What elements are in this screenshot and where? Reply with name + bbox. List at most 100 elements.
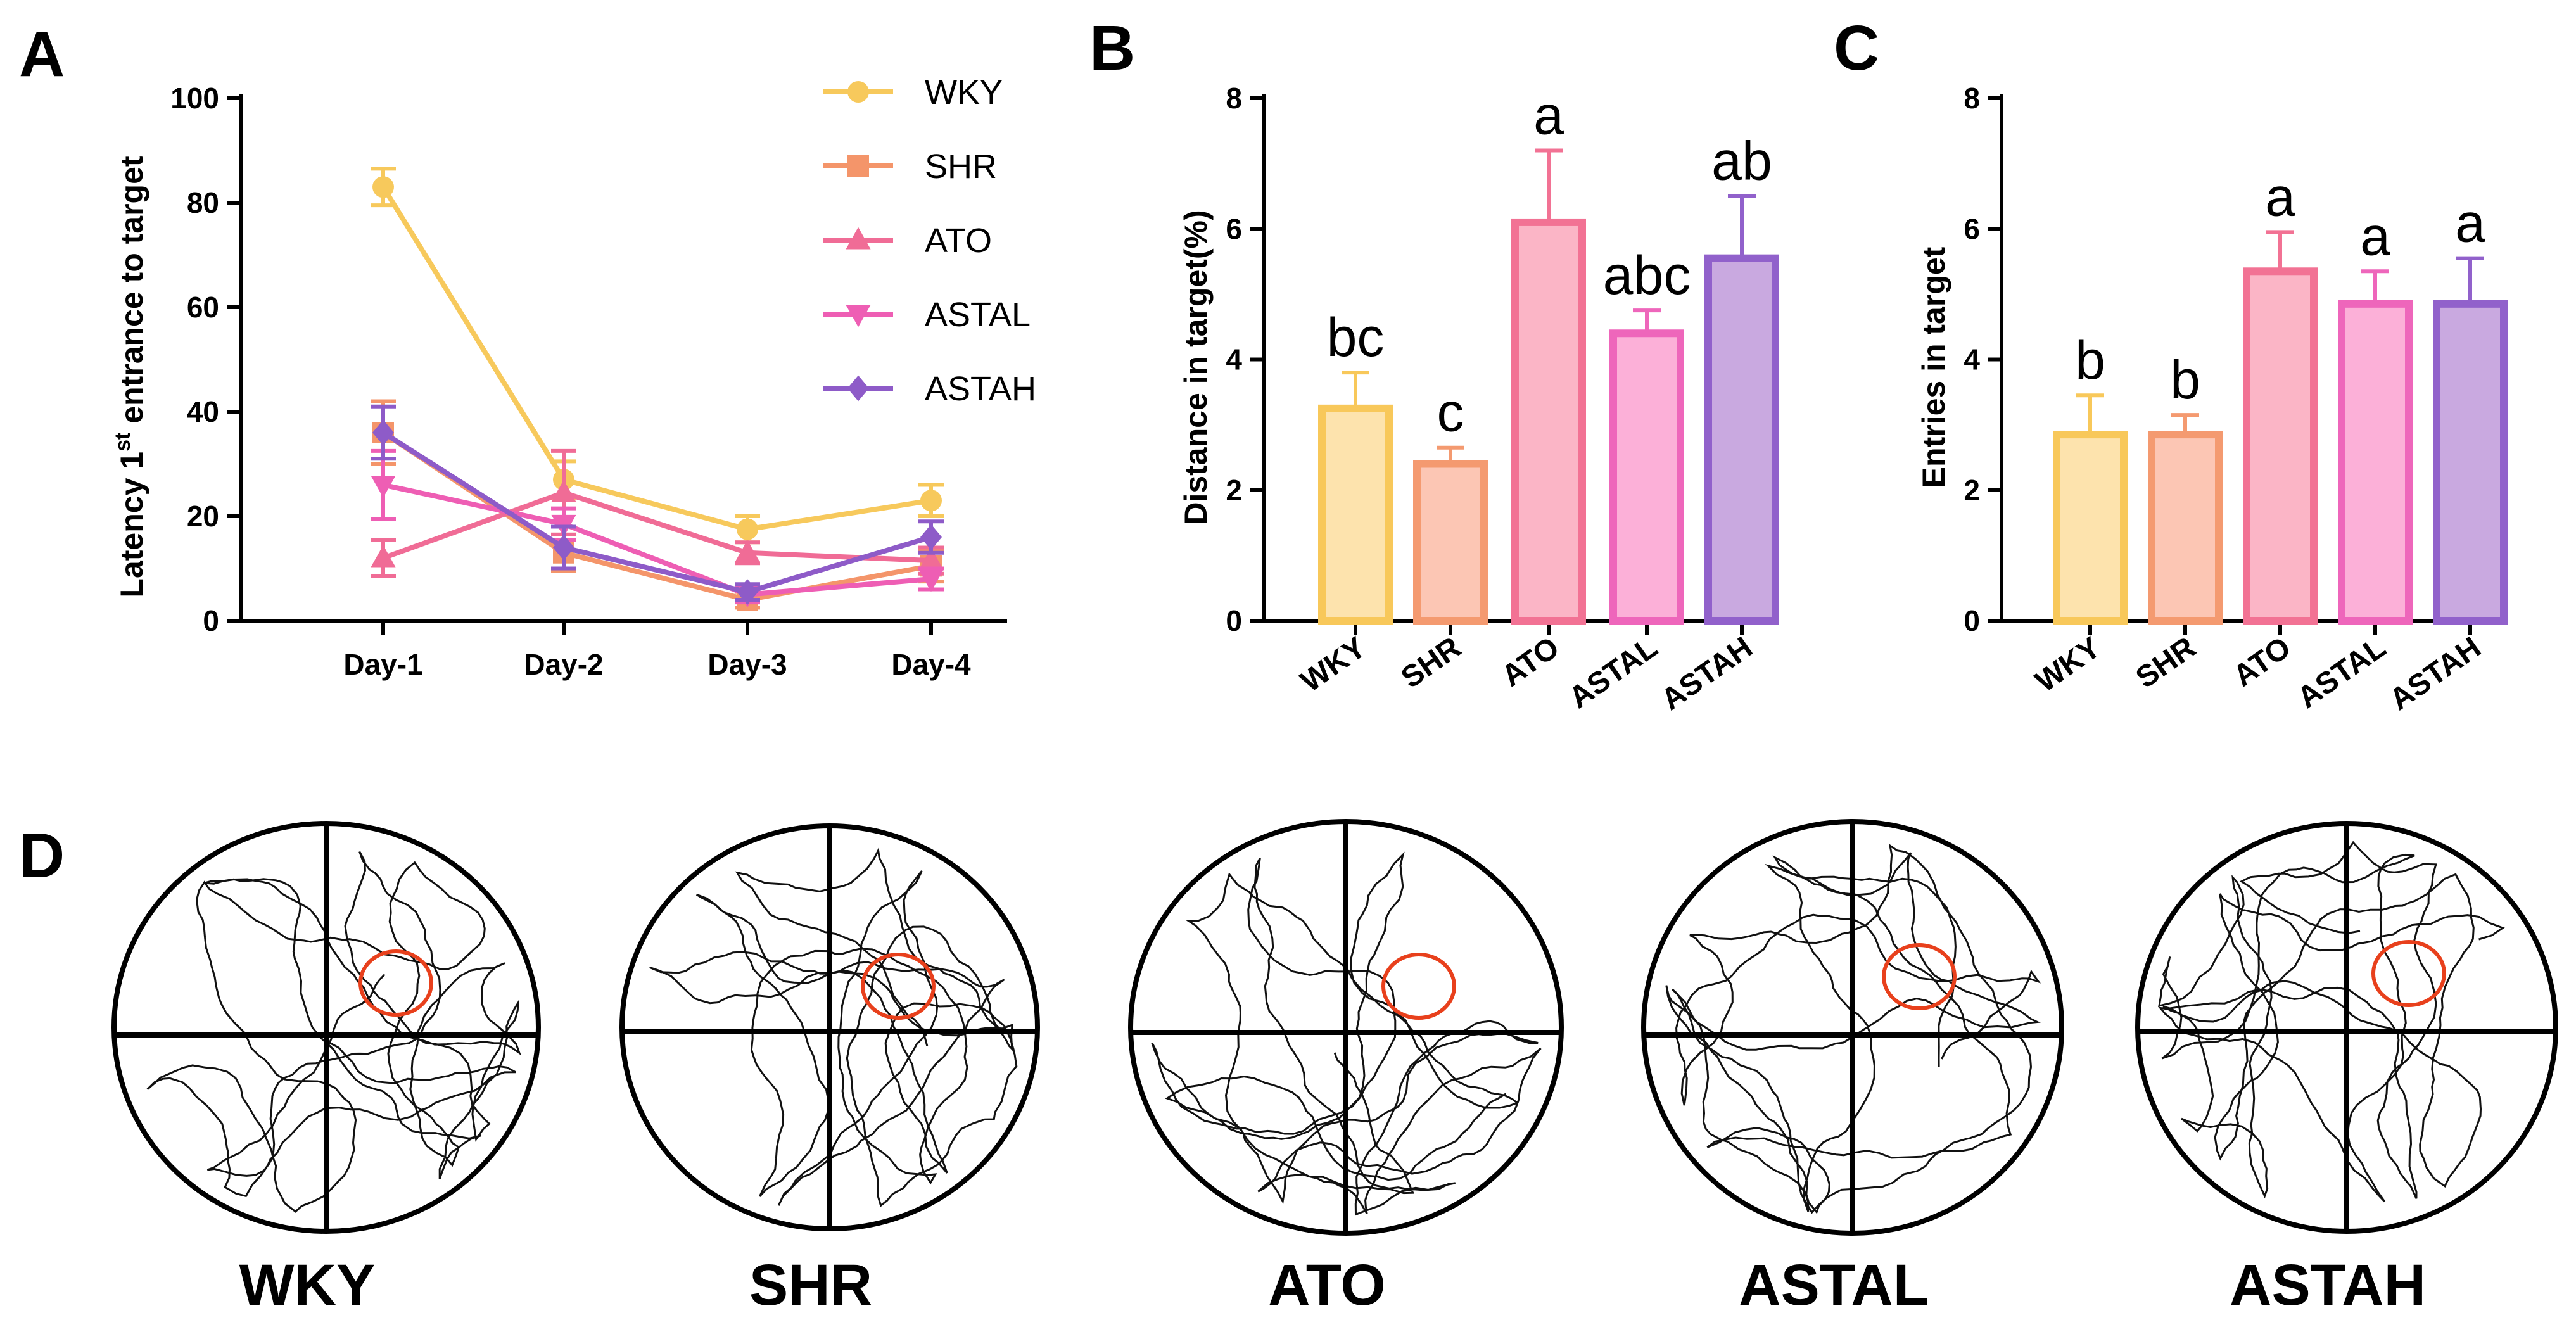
y-tick-label: 6 [1226, 212, 1242, 245]
target-platform [1882, 943, 1957, 1010]
chart-a-x-tick-label: Day-1 [343, 648, 422, 681]
chart-a-y-tick-label: 20 [187, 500, 219, 533]
significance-label: a [1533, 86, 1564, 146]
data-point [737, 518, 758, 540]
data-point [737, 579, 758, 606]
x-tick-label: WKY [1295, 631, 1372, 699]
chart-a-y-tick-label: 40 [187, 395, 219, 428]
bar [2338, 300, 2413, 625]
chart-a-y-tick-label: 100 [170, 82, 219, 115]
bar-group-ato: a [2243, 167, 2318, 625]
significance-label: b [2075, 330, 2105, 391]
significance-label: ab [1711, 131, 1772, 192]
maze-label: ASTAH [2230, 1253, 2426, 1317]
bar [1704, 254, 1779, 625]
significance-label: bc [1327, 307, 1385, 368]
chart-a-x-tick-label: Day-3 [707, 648, 787, 681]
maze-track-row: WKY SHR ATO ASTAL ASTAH [111, 819, 2558, 1317]
maze-label: ASTAL [1739, 1253, 1929, 1317]
data-point [371, 476, 396, 498]
data-point [735, 540, 760, 562]
data-point [372, 176, 394, 198]
maze-label: SHR [749, 1253, 872, 1317]
chart-b-ylabel: Distance in target(%) [1178, 210, 1214, 524]
significance-label: a [2265, 167, 2295, 227]
panel-label-b: B [1089, 13, 1135, 84]
significance-label: a [2360, 206, 2390, 267]
significance-label: b [2170, 350, 2200, 410]
y-tick-label: 6 [1964, 212, 1980, 245]
swim-path [1151, 851, 1542, 1216]
legend-entry-astah: ASTAH [823, 370, 1036, 408]
maze-astal: ASTAL [1641, 819, 2064, 1317]
pool-outline [1641, 819, 2064, 1236]
legend-entry-shr: SHR [823, 148, 997, 186]
y-tick-label: 2 [1964, 474, 1980, 507]
data-point [551, 479, 576, 502]
chart-a-legend: WKY SHR ATO ASTAL ASTAH [823, 73, 1036, 408]
y-tick-label: 4 [1226, 343, 1242, 376]
maze-label: WKY [239, 1253, 376, 1317]
x-tick-label: SHR [1395, 631, 1467, 695]
legend-marker [847, 155, 869, 177]
legend-marker [847, 375, 869, 402]
series-astah [371, 404, 944, 606]
chart-a-y-tick-label: 80 [187, 186, 219, 219]
x-tick-label: SHR [2130, 631, 2202, 695]
bar [2243, 267, 2318, 625]
legend-label: ASTAH [925, 370, 1036, 408]
legend-entry-astal: ASTAL [823, 296, 1031, 334]
bar-group-astal: abc [1603, 245, 1691, 625]
series-line-shr [381, 430, 932, 603]
x-tick-label: ASTAL [2292, 631, 2392, 715]
legend-label: ASTAL [925, 296, 1031, 334]
pool-outline [111, 821, 541, 1234]
bar-group-wky: b [2053, 330, 2128, 625]
bar-group-ato: a [1511, 86, 1586, 625]
x-tick-label: ATO [2228, 631, 2297, 694]
swim-path [146, 851, 521, 1213]
series-line-astah [381, 430, 932, 595]
legend-marker [847, 81, 869, 103]
y-tick-label: 4 [1964, 343, 1980, 376]
y-tick-label: 8 [1226, 82, 1242, 115]
pool-outline [2135, 821, 2558, 1234]
bar [2148, 431, 2223, 625]
swim-path [649, 847, 1018, 1207]
legend-label: SHR [925, 148, 997, 186]
legend-marker [846, 227, 871, 250]
chart-a-y-tick-label: 0 [203, 604, 219, 637]
series-line-ato [382, 490, 932, 564]
data-point [372, 419, 394, 446]
panel-label-d: D [19, 820, 65, 891]
chart-c-ylabel: Entries in target [1916, 246, 1951, 488]
chart-c-bars: b b a a a [2053, 167, 2508, 625]
bar-group-astal: a [2338, 206, 2413, 625]
series-ato [371, 448, 944, 578]
legend-entry-wky: WKY [823, 73, 1003, 111]
legend-marker [846, 305, 871, 327]
data-point [553, 535, 574, 561]
maze-shr: SHR [619, 823, 1040, 1317]
pool-outline [1128, 819, 1564, 1236]
chart-a-y-tick-label: 60 [187, 291, 219, 324]
chart-a-x-tick-label: Day-2 [524, 648, 603, 681]
series-wky [371, 167, 944, 545]
y-tick-label: 0 [1226, 604, 1242, 637]
swim-path [2158, 841, 2505, 1203]
maze-astah: ASTAH [2135, 821, 2558, 1317]
maze-wky: WKY [111, 821, 541, 1317]
data-point [371, 545, 396, 568]
bar-group-astah: ab [1704, 131, 1779, 625]
x-tick-label: ASTAH [1655, 631, 1758, 717]
chart-a-series [371, 167, 944, 611]
bar-group-wky: bc [1318, 307, 1393, 625]
chart-a-ylabel: Latency 1st entrance to target [111, 156, 149, 597]
significance-label: abc [1603, 245, 1691, 306]
target-platform [2371, 940, 2446, 1007]
panel-label-a: A [19, 19, 65, 90]
swim-path [1665, 843, 2041, 1214]
x-tick-label: ATO [1496, 631, 1566, 694]
